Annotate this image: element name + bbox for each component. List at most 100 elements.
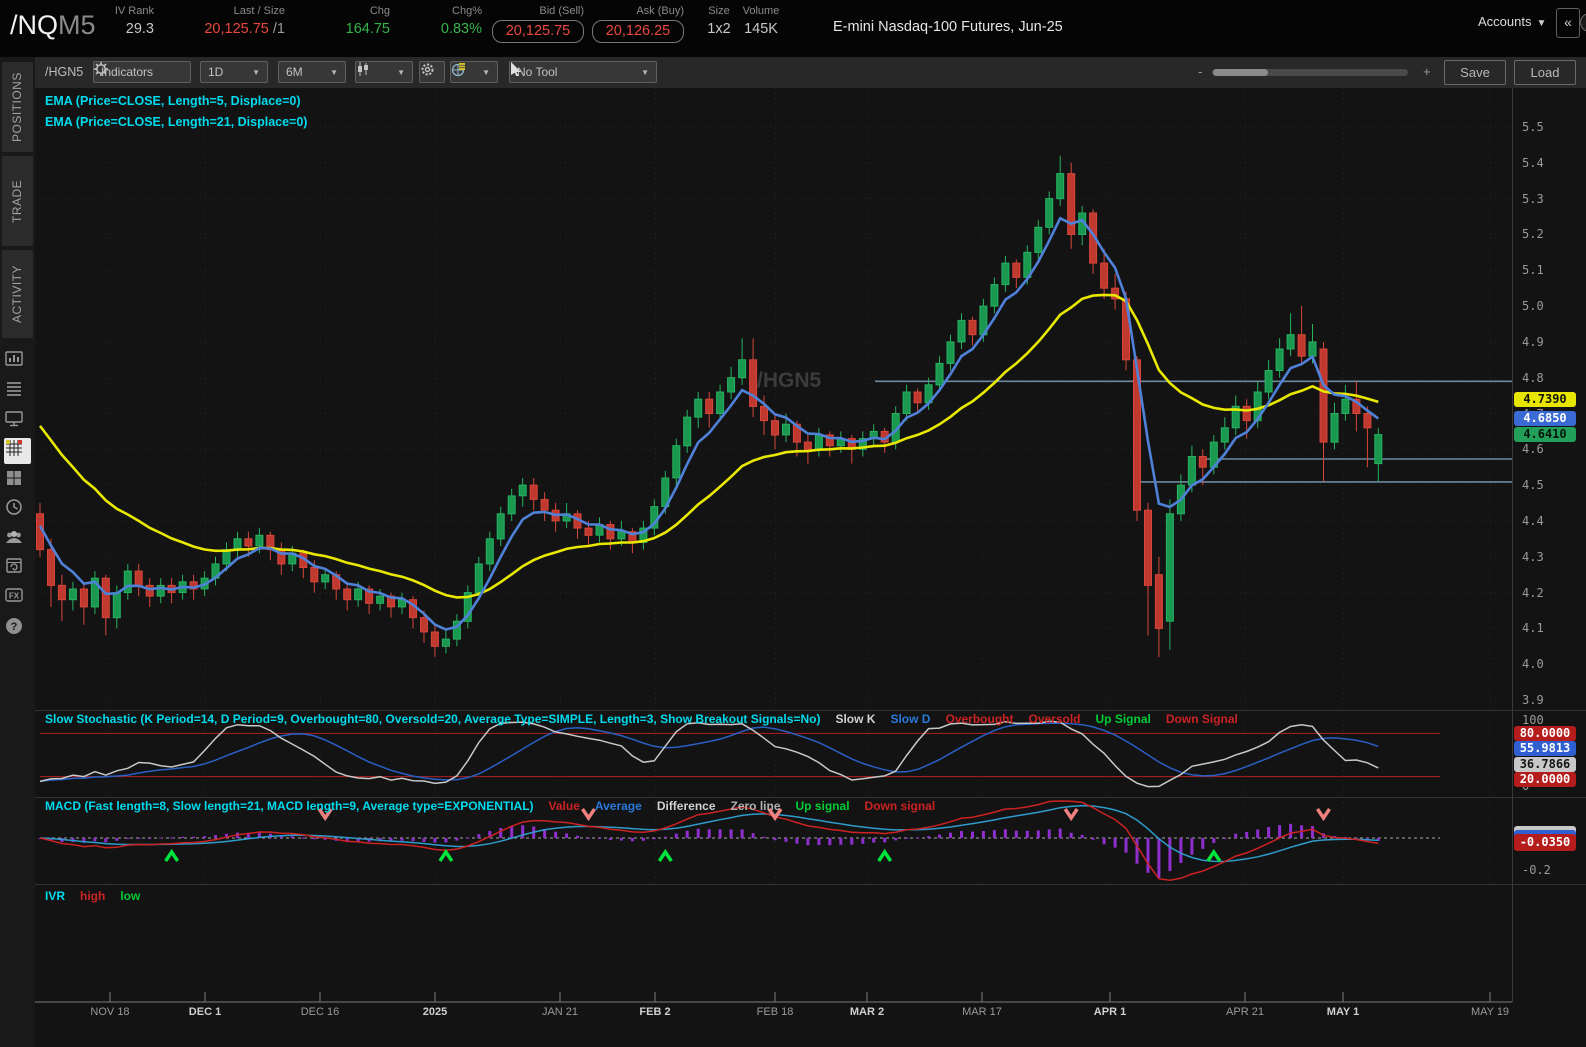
down-signal-arrow xyxy=(767,808,783,822)
up-signal-arrow xyxy=(877,848,893,862)
down-signal-arrow xyxy=(1063,808,1079,822)
quote-field-ask: Ask (Buy) 20,126.25 xyxy=(592,5,684,43)
macd-average-line xyxy=(39,804,1379,863)
stochastic-legend: Slow Stochastic (K Period=14, D Period=9… xyxy=(45,712,1238,726)
compare-layout-dropdown[interactable]: ▼ xyxy=(450,61,498,83)
svg-text:MAY 19: MAY 19 xyxy=(1471,1006,1509,1018)
quote-field-chg_pct: Chg% 0.83% xyxy=(398,5,482,37)
chevron-down-icon: ▼ xyxy=(252,67,260,77)
up-signal-arrow xyxy=(1206,848,1222,862)
legend-item: Oversold xyxy=(1028,712,1081,726)
legend-item: Up Signal xyxy=(1095,712,1151,726)
svg-text:APR 21: APR 21 xyxy=(1226,1006,1264,1018)
ema5-line xyxy=(38,216,1380,631)
chart-settings-button[interactable] xyxy=(419,61,445,83)
quote-ask-box[interactable]: 20,126.25 xyxy=(592,20,684,43)
ema5-study-label[interactable]: EMA (Price=CLOSE, Length=5, Displace=0) xyxy=(45,94,301,108)
drawing-tool-dropdown[interactable]: No Tool ▼ xyxy=(509,61,657,83)
accounts-dropdown[interactable]: Accounts ▼ xyxy=(1478,14,1547,29)
quote-field-iv_rank: IV Rank 29.3 xyxy=(56,5,154,37)
quote-bid-box[interactable]: 20,125.75 xyxy=(492,20,584,43)
slow-k-line xyxy=(39,720,1379,788)
history-icon[interactable] xyxy=(4,497,31,523)
price-tick: 4.0 xyxy=(1522,657,1544,672)
calendar-icon[interactable] xyxy=(4,555,31,581)
range-dropdown[interactable]: 6M ▼ xyxy=(278,61,346,83)
symbol-root: /NQ xyxy=(10,10,59,40)
up-signal-arrow xyxy=(164,848,180,862)
chart-icon[interactable] xyxy=(4,438,31,464)
stoch-badge: 20.0000 xyxy=(1514,771,1576,787)
macd-low-tick: -0.2 xyxy=(1522,863,1551,877)
stoch-badge: 55.9813 xyxy=(1514,741,1576,757)
symbol-title: /NQM5 xyxy=(10,10,96,41)
price-tick: 4.4 xyxy=(1522,513,1544,528)
sidebar-tab-positions[interactable]: POSITIONS xyxy=(2,62,33,152)
quote-field-label: IV Rank xyxy=(114,5,154,17)
close-icon[interactable]: ✕ xyxy=(1580,13,1586,32)
contract-code: M5 xyxy=(58,10,96,40)
quote-field-last_size: Last / Size 20,125.75 /1 xyxy=(155,5,285,37)
price-tick: 5.0 xyxy=(1522,299,1544,314)
price-tick: 5.1 xyxy=(1522,263,1544,278)
quote-field-label: Bid (Sell) xyxy=(539,5,584,17)
collapse-panel-button[interactable]: « xyxy=(1556,8,1580,38)
zoom-out-button[interactable]: - xyxy=(1198,64,1203,79)
price-chart-canvas[interactable] xyxy=(35,88,1586,710)
quote-field-value: 29.3 xyxy=(125,21,154,37)
watchlist-icon[interactable] xyxy=(4,379,31,405)
compare-grid-icon xyxy=(451,63,465,77)
stochastic-study-label[interactable]: Slow Stochastic (K Period=14, D Period=9… xyxy=(45,712,821,726)
svg-text:MAY 1: MAY 1 xyxy=(1327,1006,1359,1018)
indicators-gear-icon xyxy=(94,62,108,76)
ema21-line xyxy=(38,293,1379,599)
load-button[interactable]: Load xyxy=(1514,60,1576,85)
time-axis: NOV 18 DEC 1 DEC 16 2025 JAN 21 FEB 2 FEB 18 MA… xyxy=(35,992,1512,1018)
indicators-button[interactable]: Indicators xyxy=(93,61,191,83)
monitor-icon[interactable] xyxy=(4,408,31,434)
macd-pane-canvas[interactable] xyxy=(35,797,1586,884)
svg-text:2025: 2025 xyxy=(423,1006,447,1018)
svg-text:FEB 18: FEB 18 xyxy=(757,1006,794,1018)
macd-value-line xyxy=(39,800,1379,881)
price-tick: 4.6 xyxy=(1522,442,1544,457)
chart-toolbar: /HGN5 Indicators 1D ▼ 6M ▼ ▼ ▼ No Tool ▼ -… xyxy=(35,57,1586,89)
svg-text:FEB 2: FEB 2 xyxy=(639,1006,670,1018)
quote-field-value: 0.83% xyxy=(440,21,482,37)
macd-study-label[interactable]: MACD (Fast length=8, Slow length=21, MAC… xyxy=(45,799,534,813)
community-icon[interactable] xyxy=(4,527,31,553)
svg-text:MAR 2: MAR 2 xyxy=(850,1006,884,1018)
save-button[interactable]: Save xyxy=(1444,60,1506,85)
price-tick: 4.8 xyxy=(1522,370,1544,385)
help-icon[interactable]: ? xyxy=(4,616,31,642)
zoom-slider-thumb[interactable] xyxy=(1213,69,1268,76)
ema21-study-label[interactable]: EMA (Price=CLOSE, Length=21, Displace=0) xyxy=(45,115,308,129)
chart-type-dropdown[interactable]: ▼ xyxy=(355,61,413,83)
up-signal-arrow xyxy=(438,848,454,862)
down-signal-arrow xyxy=(1316,808,1331,822)
ivr-study-label[interactable]: IVR xyxy=(45,889,66,903)
legend-item: Value xyxy=(548,799,580,813)
svg-text:DEC 16: DEC 16 xyxy=(301,1006,340,1018)
zoom-in-button[interactable]: + xyxy=(1423,64,1431,79)
zoom-slider[interactable] xyxy=(1212,69,1408,76)
stochastic-pane-canvas[interactable] xyxy=(35,710,1586,797)
quote-field-value: 145K xyxy=(744,21,778,37)
timeframe-dropdown[interactable]: 1D ▼ xyxy=(200,61,268,83)
price-tick: 3.9 xyxy=(1522,693,1544,707)
sidebar-tab-activity[interactable]: ACTIVITY xyxy=(2,250,33,338)
quote-field-bid: Bid (Sell) 20,125.75 xyxy=(492,5,584,43)
legend-item: low xyxy=(120,889,141,903)
legend-item: Difference xyxy=(656,799,716,813)
quote-field-label: Chg xyxy=(369,5,390,17)
quote-field-label: Volume xyxy=(742,5,780,17)
sidebar-tab-trade[interactable]: TRADE xyxy=(2,156,33,246)
price-tick: 5.4 xyxy=(1522,155,1544,170)
quote-icon[interactable] xyxy=(4,349,31,375)
svg-text:NOV 18: NOV 18 xyxy=(90,1006,129,1018)
fx-icon[interactable]: FX xyxy=(4,585,31,611)
price-badge: 4.6850 xyxy=(1514,410,1576,426)
grid-icon[interactable] xyxy=(4,468,31,494)
legend-item: Down signal xyxy=(864,799,936,813)
chart-symbol-label: /HGN5 xyxy=(45,65,84,79)
